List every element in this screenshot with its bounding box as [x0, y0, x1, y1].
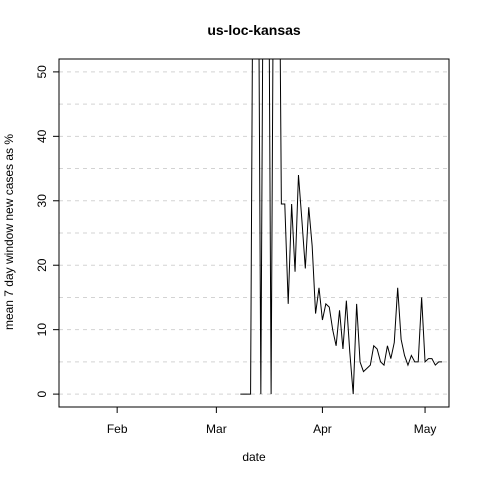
y-tick-label: 30 — [35, 194, 49, 208]
y-tick-label: 10 — [35, 323, 49, 337]
y-axis: 0 10 20 30 40 50 — [35, 65, 59, 397]
chart-title: us-loc-kansas — [207, 22, 301, 38]
x-tick-label: Mar — [206, 422, 227, 436]
plot-frame — [58, 58, 450, 408]
y-tick-label: 20 — [35, 258, 49, 272]
y-tick-label: 40 — [35, 129, 49, 143]
y-tick-label: 0 — [35, 390, 49, 397]
series-line-0 — [240, 59, 443, 395]
x-axis-label: date — [242, 450, 266, 464]
x-tick-label: Feb — [107, 422, 128, 436]
y-axis-label: mean 7 day window new cases as % — [2, 134, 16, 330]
x-tick-label: Apr — [313, 422, 332, 436]
gridlines — [59, 71, 449, 395]
x-tick-label: May — [414, 422, 437, 436]
y-tick-label: 50 — [35, 65, 49, 79]
plot-area — [58, 58, 450, 408]
x-axis: Feb Mar Apr May — [107, 407, 437, 436]
